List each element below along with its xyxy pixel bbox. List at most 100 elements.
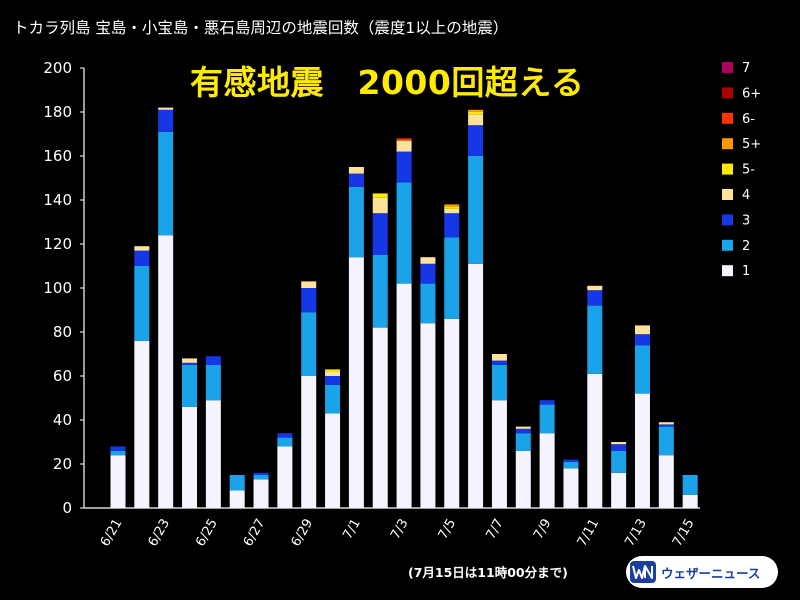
bar-segment-7/13-int-3 (634, 334, 650, 346)
bar-segment-7/5-int-5- (444, 206, 460, 209)
legend-label: 5+ (742, 137, 761, 152)
x-tick-label: 6/27 (241, 517, 269, 550)
bar-segment-6/30-int-5- (325, 369, 341, 372)
bar-segment-7/14-int-1 (658, 455, 674, 508)
bar-segment-6/24-int-4 (182, 358, 198, 363)
bar-segment-6/29-int-3 (301, 288, 317, 313)
x-tick-label: 7/15 (670, 517, 698, 550)
y-tick-label: 20 (53, 455, 72, 473)
bar-segment-6/28-int-3 (277, 433, 293, 438)
data-cutoff-note: (7月15日は11時00分まで) (408, 565, 568, 580)
chart-legend: 7 6+ 6- 5+ 5- 4 3 2 1 (722, 61, 761, 279)
bar-segment-7/11-int-2 (587, 305, 603, 374)
weathernews-logo-icon (630, 561, 656, 583)
x-tick-label: 6/23 (146, 517, 174, 550)
bar-segment-7/3-int-3 (396, 151, 412, 183)
x-tick-label: 7/5 (436, 517, 459, 543)
bar-segment-7/10-int-2 (563, 461, 579, 469)
bar-segment-7/13-int-1 (634, 393, 650, 508)
x-tick-labels: 6/21 6/23 6/25 6/27 6/29 7/1 7/3 7/5 7/7 7/9 7/11 7… (98, 517, 698, 550)
x-tick-label: 7/7 (483, 517, 506, 543)
bar-segment-7/3-int-6- (396, 138, 412, 141)
bar-segment-6/26-int-2 (229, 475, 245, 491)
y-tick-label: 160 (43, 147, 72, 165)
legend-swatch-5+ (722, 138, 733, 150)
bar-segment-6/28-int-1 (277, 446, 293, 508)
legend-label: 1 (742, 264, 750, 279)
bar-segment-7/2-int-1 (372, 327, 388, 508)
legend-swatch-4 (722, 189, 733, 200)
x-tick-label: 6/25 (193, 517, 221, 550)
bar-segment-7/7-int-1 (491, 400, 507, 508)
bar-segment-7/12-int-4 (611, 442, 627, 445)
bar-segment-7/4-int-1 (420, 323, 436, 508)
bar-segment-7/15-int-2 (682, 475, 698, 495)
bar-segment-6/30-int-1 (325, 413, 341, 508)
bar-segment-6/26-int-1 (229, 490, 245, 508)
x-tick-label: 7/9 (531, 517, 554, 543)
bar-segment-7/7-int-2 (491, 365, 507, 401)
legend-swatch-7 (722, 62, 733, 73)
bar-segment-7/7-int-3 (491, 360, 507, 365)
y-tick-label: 40 (53, 411, 72, 429)
x-tick-label: 7/1 (340, 517, 363, 543)
legend-swatch-1 (722, 265, 733, 277)
bar-segment-7/10-int-1 (563, 468, 579, 508)
bar-segment-7/6-int-2 (468, 156, 484, 264)
bar-segment-7/6-int-5- (468, 112, 484, 115)
bar-segment-7/11-int-4 (587, 285, 603, 291)
chart-title: トカラ列島 宝島・小宝島・悪石島周辺の地震回数（震度1以上の地震） (13, 19, 509, 37)
legend-swatch-6+ (722, 87, 733, 99)
bar-segment-6/30-int-3 (325, 376, 341, 385)
bar-segment-7/14-int-3 (658, 424, 674, 427)
bar-segment-6/23-int-2 (158, 131, 174, 236)
bar-segment-7/7-int-4 (491, 354, 507, 361)
bar-segment-7/4-int-2 (420, 283, 436, 324)
legend-label: 4 (742, 188, 750, 203)
bar-segment-7/8-int-1 (515, 450, 531, 508)
bar-segment-7/3-int-4 (396, 140, 412, 152)
bar-segment-7/4-int-4 (420, 257, 436, 264)
bar-segment-7/3-int-2 (396, 182, 412, 284)
bar-segment-6/24-int-3 (182, 362, 198, 365)
bar-segment-7/10-int-3 (563, 459, 579, 462)
bar-segment-6/22-int-4 (134, 246, 150, 251)
bar-segment-7/6-int-1 (468, 263, 484, 508)
bar-segment-7/9-int-3 (539, 400, 555, 405)
legend-swatch-2 (722, 239, 733, 251)
bar-segment-6/22-int-3 (134, 250, 150, 266)
bar-segment-7/9-int-1 (539, 433, 555, 508)
bar-segment-7/6-int-5+ (468, 109, 484, 112)
bar-segment-7/6-int-4 (468, 114, 484, 126)
bar-segment-6/29-int-1 (301, 376, 317, 508)
bar-segment-6/21-int-2 (110, 450, 126, 456)
bar-segment-7/5-int-4 (444, 208, 460, 214)
bar-segment-7/2-int-3 (372, 213, 388, 255)
bar-segment-6/25-int-3 (205, 356, 221, 365)
legend-label: 2 (742, 239, 750, 254)
bar-segment-6/25-int-2 (205, 365, 221, 401)
bar-segment-7/8-int-2 (515, 433, 531, 451)
bar-segment-7/14-int-4 (658, 422, 674, 425)
bar-segment-6/30-int-2 (325, 384, 341, 414)
bar-segment-7/9-int-2 (539, 404, 555, 434)
bar-segment-6/25-int-1 (205, 400, 221, 508)
bar-segment-7/5-int-3 (444, 213, 460, 238)
logo-text: ウェザーニュース (661, 565, 761, 581)
legend-label: 3 (742, 213, 750, 228)
bar-segment-6/23-int-4 (158, 107, 174, 110)
bar-segment-6/22-int-2 (134, 266, 150, 341)
bar-segment-7/5-int-1 (444, 318, 460, 508)
legend-label: 5- (742, 163, 755, 178)
bar-segment-7/2-int-2 (372, 255, 388, 328)
bar-segment-6/27-int-3 (253, 472, 269, 475)
y-tick-label: 140 (43, 191, 72, 209)
bar-segment-7/2-int-4 (372, 197, 388, 214)
y-tick-label: 180 (43, 103, 72, 121)
legend-label: 6- (742, 112, 755, 127)
y-tick-label: 120 (43, 235, 72, 253)
bar-segment-7/1-int-4 (348, 167, 364, 174)
x-tick-label: 7/3 (388, 517, 411, 543)
y-tick-label: 80 (53, 323, 72, 341)
